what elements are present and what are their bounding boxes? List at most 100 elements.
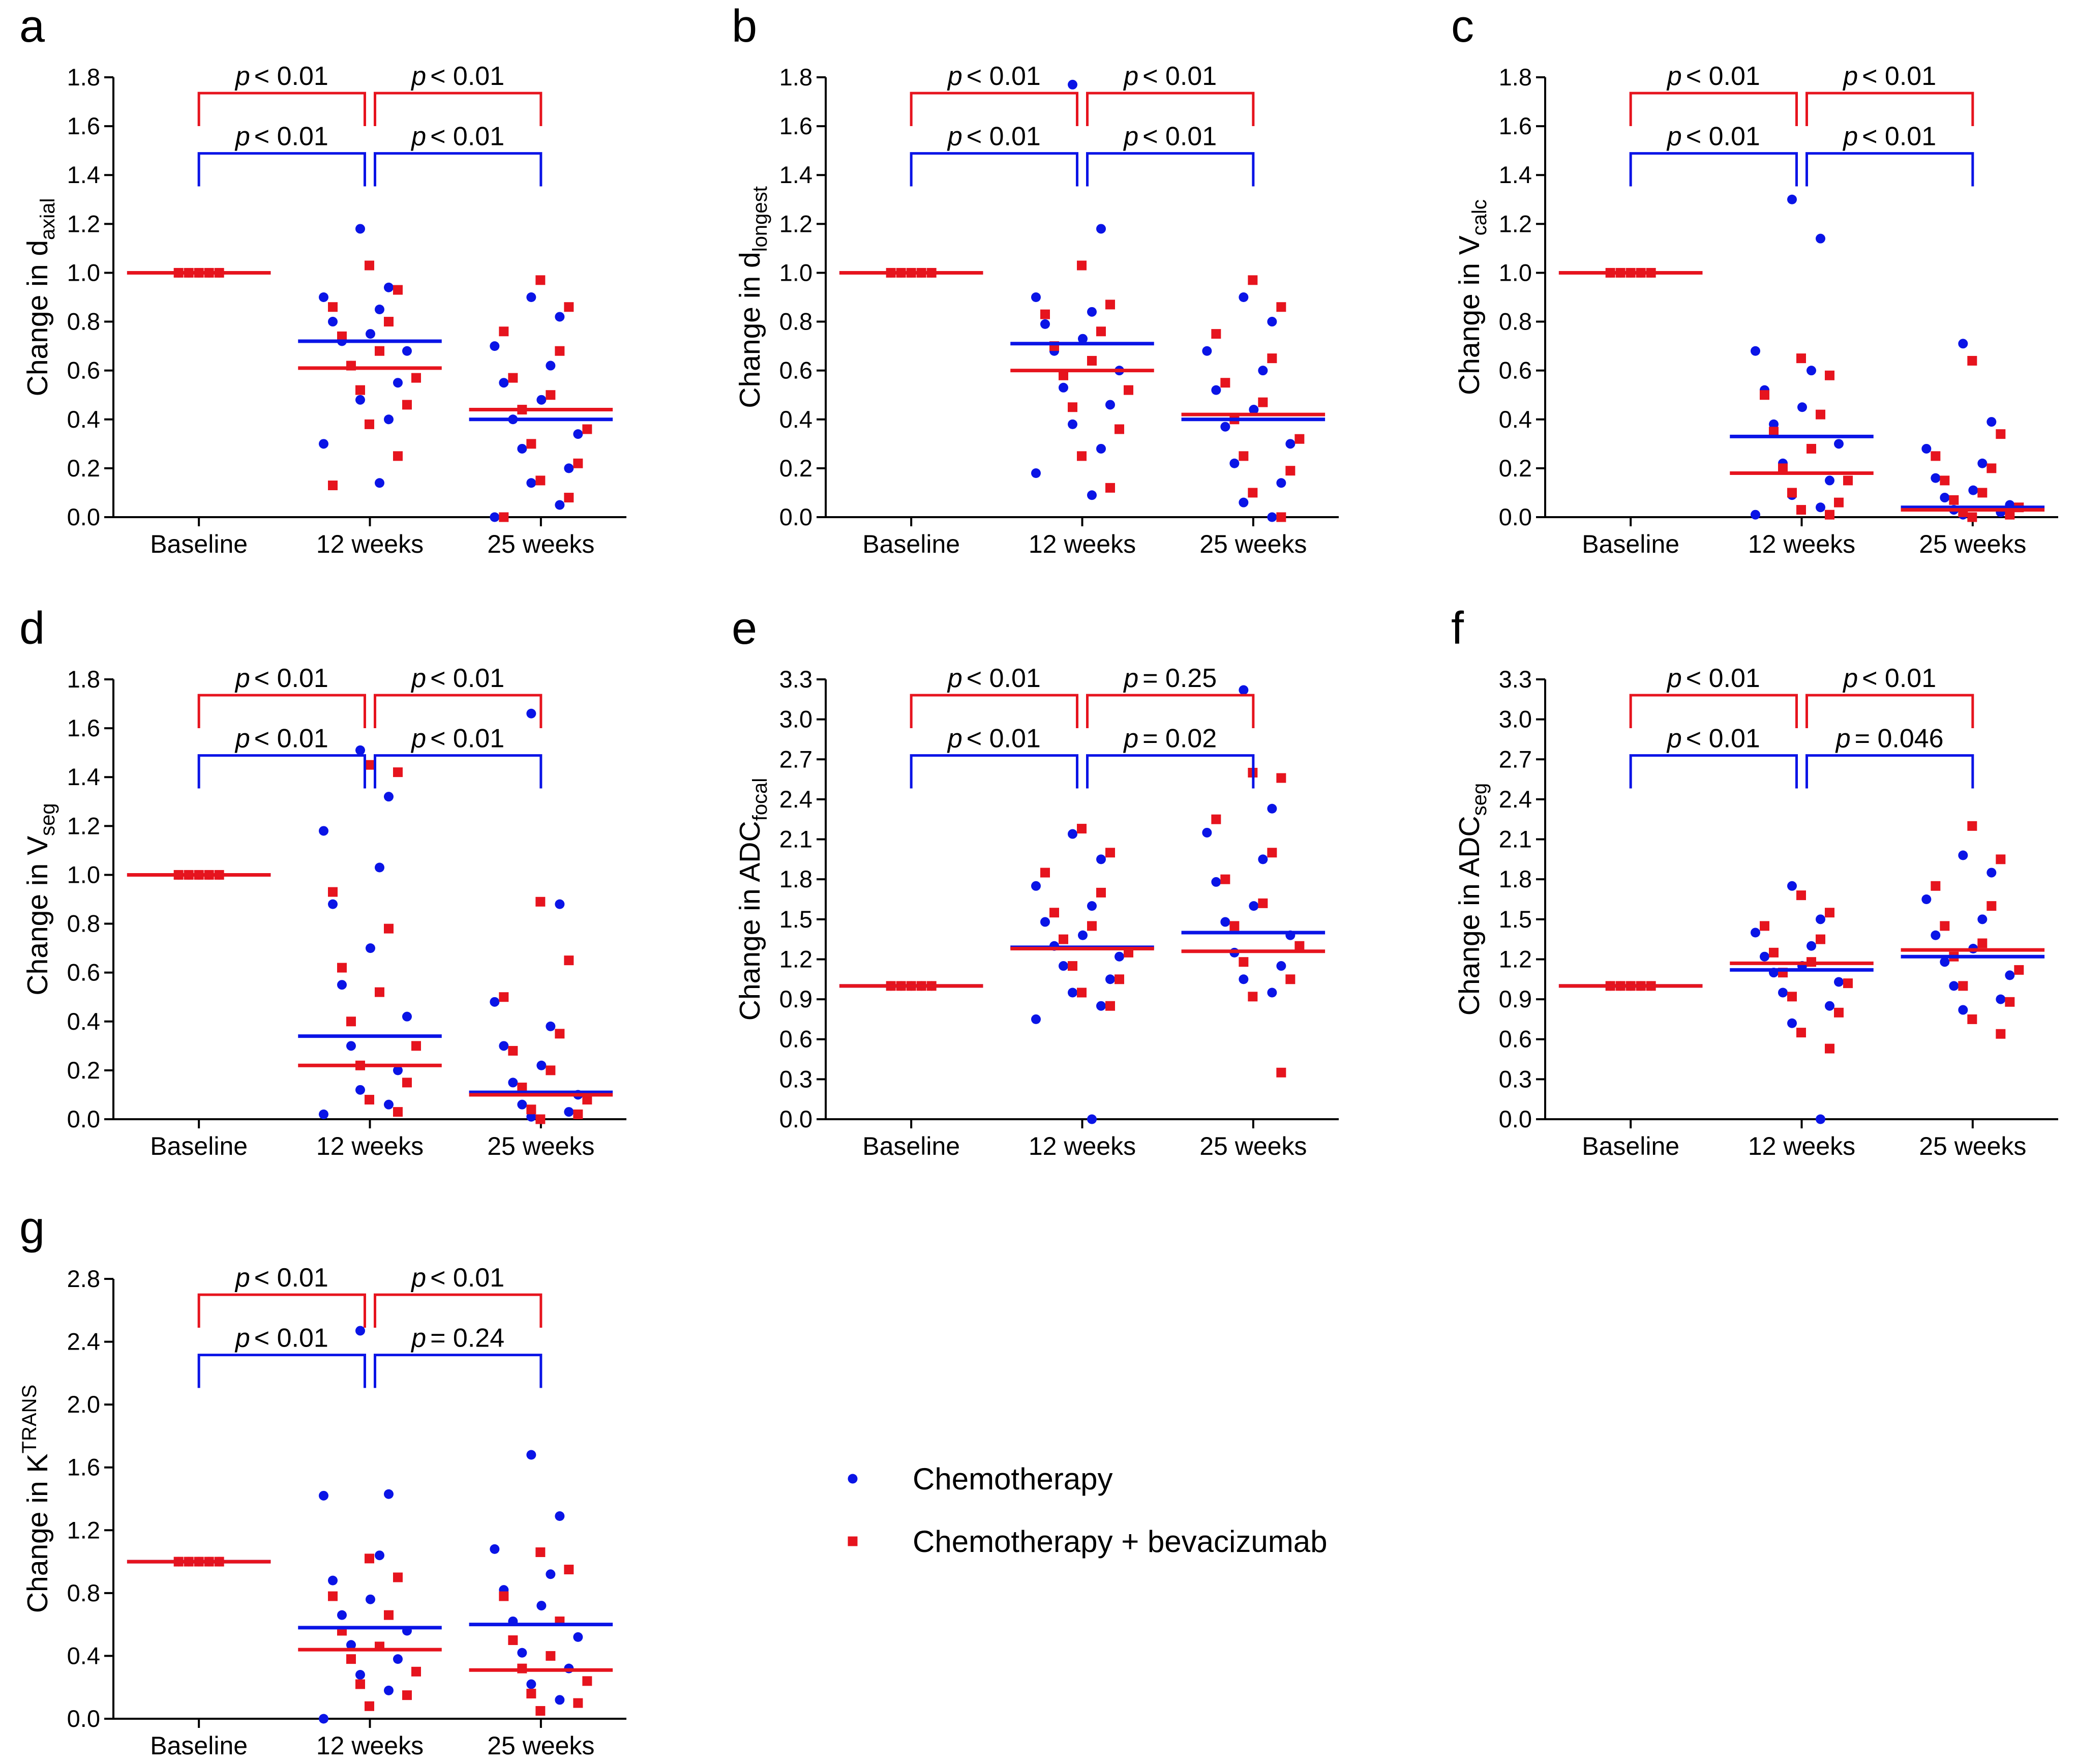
y-axis-label: Change in daxial [21,198,59,397]
data-point [535,275,546,285]
data-point [355,395,365,405]
data-point [2005,997,2015,1007]
x-tick-label: 25 weeks [1919,1132,2026,1160]
significance-bracket [1086,92,1255,127]
y-tick-label: 0.6 [67,357,100,384]
panel: g Change in KTRANS 0.0 0.4 0.8 1.2 1.6 2.0 2.4 2.… [18,1203,626,1760]
p-symbol: p [1842,62,1858,91]
p-value-label: p = 0.25 [1123,664,1217,693]
significance-bracket [197,1293,366,1328]
data-point [411,1041,421,1051]
y-tick-label: 1.8 [779,64,812,91]
significance-bracket [1805,92,1974,127]
panel: d Change in Vseg 0.0 0.2 0.4 0.6 0.8 1.0 1.2 1.4 1… [19,603,626,1160]
data-point [1968,485,1978,495]
y-tick-label: 0.3 [779,1065,812,1092]
y-tick-label: 1.8 [1499,64,1532,91]
data-point [402,400,412,410]
p-value-label: p < 0.01 [947,62,1041,91]
data-point [1229,921,1240,931]
p-text: < 0.01 [1686,122,1760,152]
data-point [1258,397,1268,407]
data-point [1096,443,1106,454]
significance-bracket [910,754,1078,789]
data-point [1796,890,1806,901]
p-symbol: p [410,122,426,152]
data-point [346,1654,356,1664]
p-value-label: p < 0.01 [947,122,1041,152]
significance-bracket [1086,754,1255,789]
data-point [555,899,565,909]
significance-bracket [1086,694,1255,729]
p-value-label: p = 0.046 [1835,724,1944,754]
y-axis-label-sub: axial [37,198,59,240]
data-point [1949,981,1959,991]
data-point [1931,473,1941,483]
y-axis-label: Change in ADCfocal [734,778,771,1021]
data-point [499,378,509,388]
data-point [384,317,394,327]
y-tick-label: 1.6 [779,112,812,139]
data-point [355,1085,365,1095]
p-text: < 0.01 [430,664,504,693]
data-point [1068,961,1077,971]
data-point [1986,463,1997,473]
data-point [1267,353,1277,364]
y-tick-label: 1.8 [779,865,812,892]
data-point [499,326,509,337]
p-value-label: p < 0.01 [1666,664,1760,693]
data-point [393,1065,403,1075]
y-tick-label: 0.2 [779,455,812,482]
data-point [1059,382,1068,393]
p-value-label: p < 0.01 [234,1324,328,1353]
data-point [337,331,347,341]
data-point [1276,478,1286,488]
data-point [1931,881,1941,891]
data-point [499,512,509,522]
panel: b Change in dlongest 0.0 0.2 0.4 0.6 0.8 1.0 1.2… [732,1,1339,558]
data-point [1267,317,1277,327]
data-point [384,1489,394,1499]
data-point [328,302,338,312]
y-tick-label: 1.5 [779,906,812,933]
data-point [1096,224,1106,234]
y-tick-label: 3.0 [1499,706,1532,733]
data-point [384,414,394,425]
data-point [1211,877,1221,887]
data-point [1105,483,1115,493]
y-tick-label: 1.6 [67,112,100,139]
significance-bracket [1805,694,1974,729]
p-symbol: p [1666,122,1682,152]
data-point [1996,854,2006,864]
data-point [490,512,500,522]
data-point [1239,685,1249,695]
x-tick-label: Baseline [1582,530,1679,558]
data-point [1031,468,1041,478]
data-point [546,1021,556,1031]
data-point [1249,901,1259,911]
legend-label: Chemotherapy + bevacizumab [913,1524,1327,1559]
data-point [402,1078,412,1088]
data-point [526,1104,536,1115]
data-point [1958,850,1968,860]
panel-letter: a [19,1,45,52]
y-axis-label-sub: longest [749,186,771,252]
data-point [546,1569,556,1579]
y-tick-label: 0.4 [1499,406,1532,433]
p-text: = 0.046 [1855,724,1944,754]
data-point [1769,427,1779,437]
data-point [1760,921,1769,931]
data-point [2014,965,2024,975]
y-axis-label-main: Change in ADC [1453,816,1486,1015]
data-point [319,292,328,302]
data-point [1220,917,1230,927]
p-text: < 0.01 [254,1324,328,1353]
p-value-label: p < 0.01 [410,664,504,693]
y-tick-label: 1.0 [67,861,100,888]
data-point [1105,400,1115,410]
data-point [365,1095,374,1105]
data-point [1769,947,1779,958]
p-text: < 0.01 [1686,664,1760,693]
y-tick-label: 1.8 [67,666,100,693]
x-tick-label: 12 weeks [316,1731,424,1760]
